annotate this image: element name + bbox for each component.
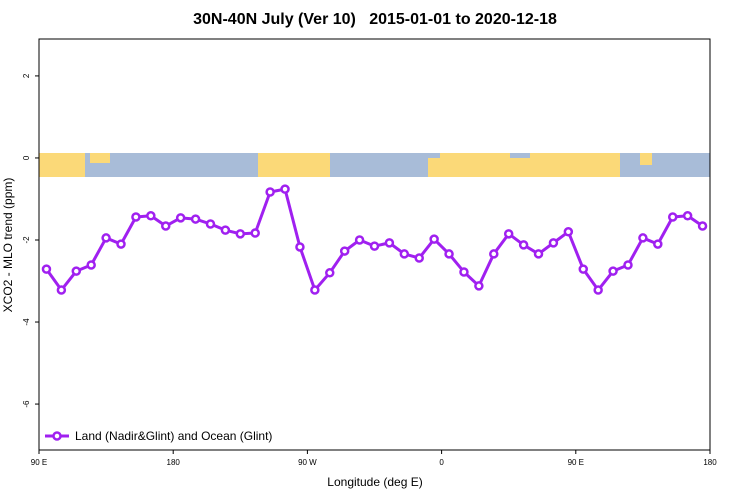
- legend-marker: [52, 431, 62, 441]
- data-point: [146, 211, 156, 221]
- data-point: [429, 234, 439, 244]
- data-point: [593, 285, 603, 295]
- x-tick-label: 180: [703, 458, 717, 467]
- data-point: [608, 266, 618, 276]
- data-point: [697, 221, 708, 231]
- data-point: [325, 268, 335, 278]
- data-point: [518, 240, 529, 250]
- y-tick-label: -6: [22, 400, 31, 408]
- data-point: [280, 184, 290, 194]
- data-point: [548, 238, 559, 248]
- data-point: [56, 285, 67, 295]
- data-point: [399, 249, 410, 259]
- plot-frame: [38, 38, 711, 451]
- data-point: [667, 212, 678, 222]
- data-point: [101, 233, 111, 243]
- data-point: [414, 253, 424, 263]
- data-point: [220, 225, 231, 235]
- x-tick-label: 90 W: [298, 458, 317, 467]
- series-line: [45, 187, 704, 292]
- data-point: [131, 212, 141, 222]
- data-point: [175, 213, 186, 223]
- data-point: [653, 239, 663, 249]
- data-point: [160, 221, 171, 231]
- x-tick-label: 90 E: [31, 458, 47, 467]
- data-point: [638, 233, 648, 243]
- y-tick-label: -2: [22, 236, 31, 244]
- y-tick-label: -4: [22, 318, 31, 326]
- data-point: [190, 214, 201, 224]
- data-point: [623, 260, 633, 270]
- data-point: [474, 281, 484, 291]
- data-point: [295, 242, 305, 252]
- data-point: [503, 229, 514, 239]
- data-point: [384, 238, 395, 248]
- x-axis-label: Longitude (deg E): [327, 475, 422, 489]
- land-ocean-strip: [39, 153, 710, 177]
- chart-title: 30N-40N July (Ver 10) 2015-01-01 to 2020…: [193, 11, 557, 28]
- data-point: [682, 211, 693, 221]
- data-point: [533, 249, 544, 259]
- y-tick-label: 2: [22, 73, 31, 78]
- y-axis-label: XCO2 - MLO trend (ppm): [1, 178, 15, 313]
- data-point: [489, 249, 499, 259]
- data-point: [369, 241, 380, 251]
- data-point: [310, 285, 320, 295]
- data-point: [116, 239, 126, 249]
- data-point: [71, 266, 82, 276]
- data-point: [41, 264, 52, 274]
- data-point: [578, 264, 589, 274]
- data-point: [250, 228, 260, 238]
- x-tick-label: 90 E: [568, 458, 584, 467]
- data-point: [235, 229, 246, 239]
- y-tick-label: 0: [22, 155, 31, 160]
- x-tick-label: 180: [167, 458, 181, 467]
- data-point: [459, 267, 469, 277]
- data-point: [563, 227, 574, 237]
- x-tick-label: 0: [439, 458, 444, 467]
- data-point: [354, 235, 365, 245]
- legend-label: Land (Nadir&Glint) and Ocean (Glint): [75, 429, 272, 443]
- data-point: [86, 260, 96, 270]
- data-point: [444, 249, 454, 259]
- data-point: [205, 219, 216, 229]
- data-point: [339, 246, 350, 256]
- data-point: [265, 187, 275, 197]
